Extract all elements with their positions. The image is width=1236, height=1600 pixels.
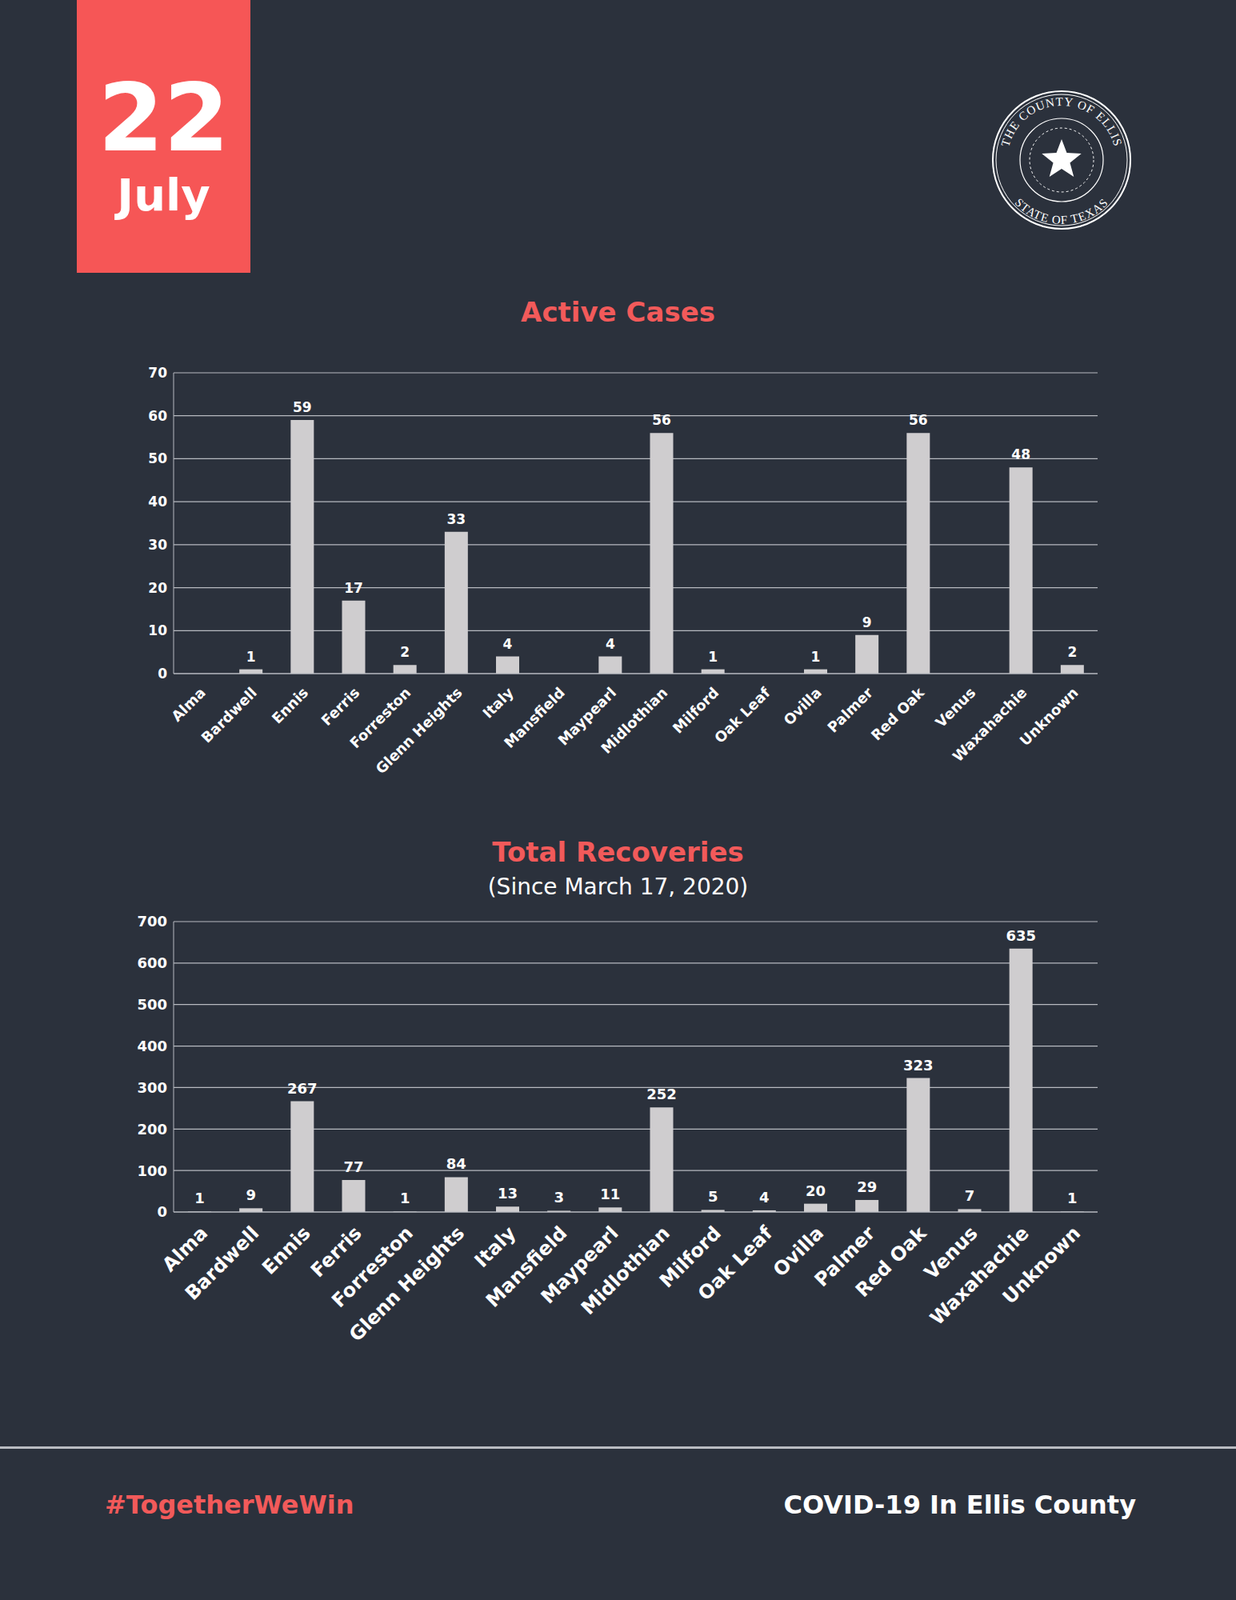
svg-text:20: 20 bbox=[805, 1182, 826, 1200]
svg-text:Ovilla: Ovilla bbox=[780, 684, 825, 729]
svg-text:200: 200 bbox=[136, 1120, 168, 1138]
svg-text:3: 3 bbox=[553, 1188, 564, 1206]
svg-text:33: 33 bbox=[446, 511, 466, 528]
html-text:COVID-19 In Ellis County: COVID-19 In Ellis County bbox=[783, 1489, 1136, 1520]
svg-text:29: 29 bbox=[856, 1178, 877, 1196]
svg-text:Waxahachie: Waxahachie bbox=[925, 1221, 1034, 1330]
html-text:#TogetherWeWin: #TogetherWeWin bbox=[104, 1489, 354, 1520]
svg-text:500: 500 bbox=[136, 996, 168, 1013]
svg-text:2: 2 bbox=[400, 644, 410, 660]
svg-text:Ovilla: Ovilla bbox=[768, 1221, 829, 1282]
svg-text:100: 100 bbox=[136, 1162, 168, 1180]
svg-text:Italy: Italy bbox=[470, 1221, 521, 1272]
svg-text:635: 635 bbox=[1005, 927, 1036, 944]
svg-text:Bardwell: Bardwell bbox=[197, 684, 260, 747]
svg-text:Unknown: Unknown bbox=[998, 1221, 1085, 1308]
svg-text:Ennis: Ennis bbox=[268, 684, 312, 728]
html-text:(Since March 17, 2020): (Since March 17, 2020) bbox=[487, 873, 749, 900]
svg-text:252: 252 bbox=[646, 1085, 677, 1103]
svg-text:Unknown: Unknown bbox=[1016, 684, 1081, 749]
svg-text:400: 400 bbox=[136, 1037, 168, 1055]
html-text:22: 22 bbox=[97, 62, 230, 173]
svg-text:0: 0 bbox=[157, 665, 168, 682]
svg-text:THE COUNTY OF ELLIS: THE COUNTY OF ELLIS bbox=[998, 95, 1124, 148]
svg-text:700: 700 bbox=[136, 912, 168, 930]
html-text:Total Recoveries: Total Recoveries bbox=[492, 836, 744, 868]
svg-text:17: 17 bbox=[344, 580, 364, 596]
svg-text:Forreston: Forreston bbox=[346, 683, 414, 752]
svg-text:Venus: Venus bbox=[919, 1221, 983, 1285]
svg-text:Milford: Milford bbox=[655, 1221, 726, 1293]
svg-text:Glenn Heights: Glenn Heights bbox=[344, 1221, 469, 1346]
svg-text:13: 13 bbox=[497, 1184, 518, 1202]
svg-text:STATE OF TEXAS: STATE OF TEXAS bbox=[1012, 196, 1111, 227]
svg-text:1: 1 bbox=[708, 648, 718, 665]
svg-text:10: 10 bbox=[148, 622, 168, 639]
svg-text:48: 48 bbox=[1011, 446, 1031, 463]
svg-text:9: 9 bbox=[245, 1186, 256, 1204]
html-text:July: July bbox=[117, 168, 211, 221]
svg-text:0: 0 bbox=[156, 1203, 168, 1220]
svg-text:Bardwell: Bardwell bbox=[180, 1221, 264, 1305]
svg-text:Maypearl: Maypearl bbox=[536, 1221, 623, 1309]
svg-text:Maypearl: Maypearl bbox=[554, 683, 620, 749]
svg-text:1: 1 bbox=[246, 648, 256, 665]
svg-text:56: 56 bbox=[652, 412, 672, 428]
svg-text:4: 4 bbox=[605, 636, 616, 652]
svg-text:300: 300 bbox=[136, 1079, 168, 1096]
svg-text:Italy: Italy bbox=[479, 684, 517, 722]
svg-text:Palmer: Palmer bbox=[824, 684, 876, 736]
svg-text:Oak Leaf: Oak Leaf bbox=[693, 1221, 777, 1305]
svg-text:1: 1 bbox=[1067, 1189, 1078, 1207]
svg-text:59: 59 bbox=[292, 399, 312, 416]
svg-text:Red Oak: Red Oak bbox=[851, 1221, 932, 1302]
svg-text:50: 50 bbox=[148, 450, 168, 467]
svg-text:Glenn Heights: Glenn Heights bbox=[372, 684, 465, 777]
svg-text:4: 4 bbox=[759, 1188, 770, 1206]
svg-text:Mansfield: Mansfield bbox=[500, 683, 568, 752]
svg-text:Alma: Alma bbox=[168, 684, 209, 725]
svg-text:323: 323 bbox=[903, 1056, 934, 1074]
svg-text:2: 2 bbox=[1067, 644, 1077, 660]
svg-text:56: 56 bbox=[908, 412, 928, 428]
svg-text:Red Oak: Red Oak bbox=[867, 683, 928, 744]
svg-text:Venus: Venus bbox=[932, 684, 979, 731]
svg-text:20: 20 bbox=[148, 580, 168, 596]
svg-text:7: 7 bbox=[964, 1187, 976, 1204]
svg-text:70: 70 bbox=[148, 364, 168, 381]
svg-text:Mansfield: Mansfield bbox=[481, 1221, 572, 1312]
svg-text:30: 30 bbox=[148, 536, 168, 553]
svg-text:Waxahachie: Waxahachie bbox=[948, 684, 1030, 765]
svg-text:Oak Leaf: Oak Leaf bbox=[711, 684, 774, 747]
svg-text:600: 600 bbox=[136, 954, 168, 972]
svg-text:Ennis: Ennis bbox=[257, 1221, 315, 1279]
html-text:Active Cases: Active Cases bbox=[520, 296, 716, 328]
svg-text:5: 5 bbox=[708, 1188, 719, 1205]
svg-text:Palmer: Palmer bbox=[810, 1221, 880, 1292]
svg-text:1: 1 bbox=[811, 648, 821, 665]
svg-text:Midlothian: Midlothian bbox=[576, 1221, 675, 1320]
svg-text:Forreston: Forreston bbox=[327, 1221, 418, 1312]
svg-text:77: 77 bbox=[343, 1158, 364, 1176]
svg-text:4: 4 bbox=[503, 636, 513, 652]
svg-text:40: 40 bbox=[148, 493, 168, 510]
svg-text:Milford: Milford bbox=[669, 684, 723, 737]
svg-text:9: 9 bbox=[862, 614, 872, 631]
svg-text:Ferris: Ferris bbox=[306, 1221, 367, 1282]
svg-text:1: 1 bbox=[400, 1189, 411, 1207]
svg-text:Ferris: Ferris bbox=[317, 684, 363, 729]
svg-text:11: 11 bbox=[600, 1185, 620, 1203]
svg-text:Midlothian: Midlothian bbox=[597, 684, 671, 757]
svg-text:1: 1 bbox=[194, 1189, 205, 1207]
svg-text:60: 60 bbox=[148, 408, 168, 424]
svg-text:267: 267 bbox=[287, 1080, 318, 1097]
svg-text:84: 84 bbox=[446, 1155, 467, 1172]
svg-text:Alma: Alma bbox=[157, 1221, 213, 1277]
